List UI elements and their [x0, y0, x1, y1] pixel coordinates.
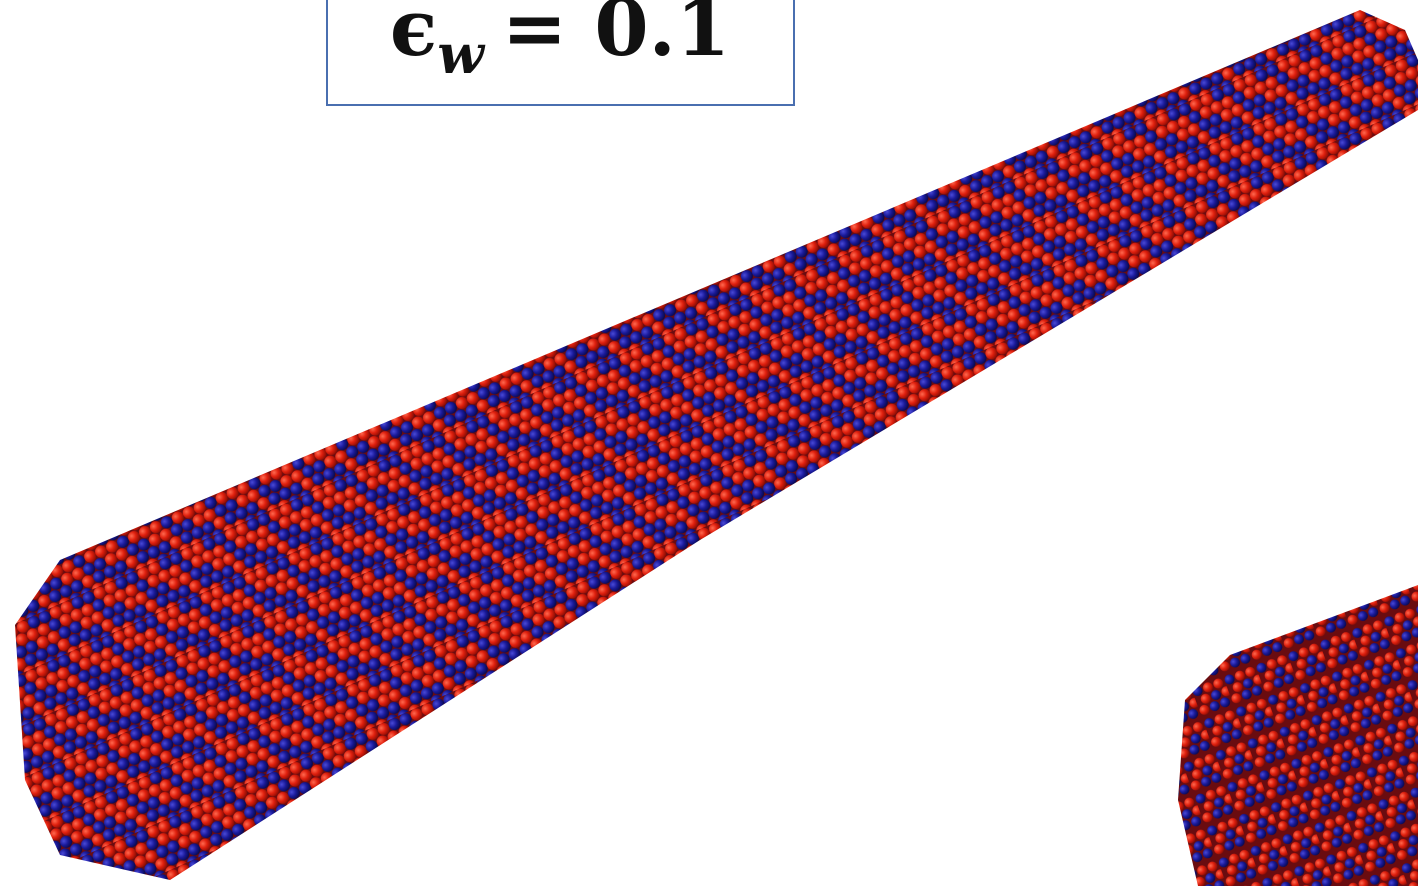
nanotube-secondary — [1178, 585, 1418, 886]
label-symbol: ϵ — [390, 0, 438, 74]
page: ϵw= 0.1 (() => { const data = JSON.parse… — [0, 0, 1418, 886]
label-rest: = 0.1 — [502, 0, 730, 74]
figure: ϵw= 0.1 — [0, 0, 1418, 886]
label-subscript: w — [437, 22, 486, 86]
